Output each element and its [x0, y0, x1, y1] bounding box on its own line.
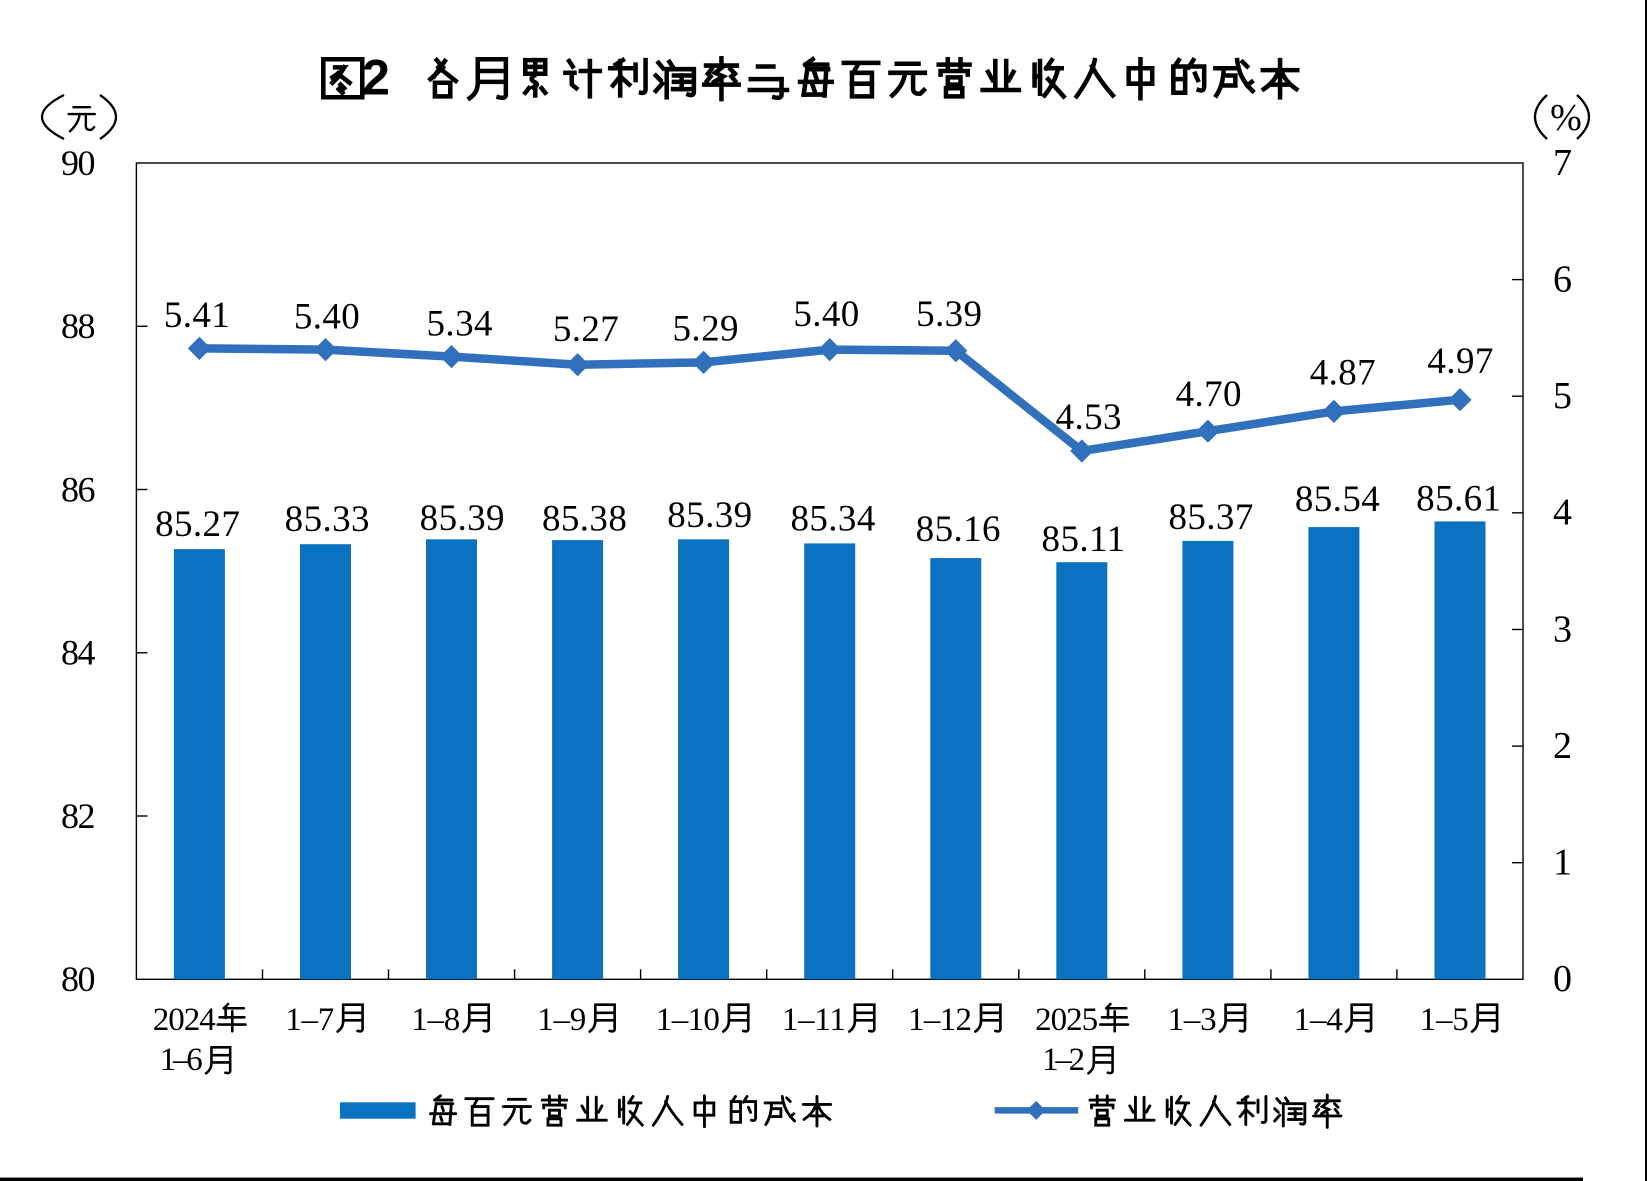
svg-text:86: 86 — [61, 469, 96, 509]
svg-text:85.37: 85.37 — [1168, 497, 1253, 538]
svg-text:4.70: 4.70 — [1176, 374, 1242, 415]
svg-text:85.38: 85.38 — [542, 499, 627, 540]
svg-text:%: % — [1550, 97, 1582, 139]
svg-text:2: 2 — [1553, 725, 1572, 767]
svg-text:80: 80 — [61, 959, 96, 999]
svg-text:85.61: 85.61 — [1416, 478, 1501, 519]
svg-text:85.39: 85.39 — [667, 495, 752, 536]
svg-text:84: 84 — [61, 633, 96, 673]
svg-text:85.16: 85.16 — [916, 509, 1001, 550]
svg-text:85.27: 85.27 — [155, 504, 240, 545]
svg-text:4.97: 4.97 — [1427, 341, 1493, 382]
svg-text:4.87: 4.87 — [1310, 352, 1376, 393]
svg-text:1–6: 1–6 — [160, 1042, 203, 1078]
svg-text:1–11: 1–11 — [782, 1002, 846, 1038]
svg-text:1–5: 1–5 — [1420, 1002, 1469, 1038]
svg-text:90: 90 — [61, 143, 96, 183]
svg-text:5.39: 5.39 — [916, 294, 982, 335]
svg-text:2024: 2024 — [153, 1002, 216, 1038]
svg-text:7: 7 — [1553, 142, 1572, 184]
svg-text:85.34: 85.34 — [790, 499, 875, 540]
svg-text:1–12: 1–12 — [908, 1002, 972, 1038]
svg-text:0: 0 — [1553, 958, 1572, 1000]
svg-text:4.53: 4.53 — [1056, 397, 1122, 438]
svg-text:3: 3 — [1553, 608, 1572, 650]
svg-text:6: 6 — [1553, 259, 1572, 301]
svg-text:5.41: 5.41 — [164, 295, 230, 336]
svg-text:85.39: 85.39 — [420, 498, 505, 539]
svg-text:5.34: 5.34 — [427, 304, 493, 345]
svg-text:2025: 2025 — [1035, 1002, 1098, 1038]
svg-text:1–2: 1–2 — [1042, 1042, 1085, 1078]
svg-text:5.40: 5.40 — [793, 294, 859, 335]
svg-text:82: 82 — [61, 796, 96, 836]
svg-text:88: 88 — [61, 306, 96, 346]
svg-text:1–8: 1–8 — [411, 1002, 460, 1038]
svg-text:5.29: 5.29 — [673, 308, 739, 349]
svg-text:5.40: 5.40 — [294, 297, 360, 338]
svg-text:5: 5 — [1553, 375, 1572, 417]
svg-text:1–3: 1–3 — [1168, 1002, 1217, 1038]
svg-text:1–7: 1–7 — [285, 1002, 334, 1038]
svg-text:85.33: 85.33 — [285, 499, 370, 540]
svg-text:2: 2 — [362, 50, 390, 106]
svg-text:85.11: 85.11 — [1042, 519, 1126, 560]
svg-text:1–10: 1–10 — [656, 1002, 720, 1038]
svg-text:4: 4 — [1553, 492, 1572, 534]
svg-text:1–9: 1–9 — [537, 1002, 586, 1038]
svg-text:1: 1 — [1553, 842, 1572, 884]
svg-text:1–4: 1–4 — [1294, 1002, 1343, 1038]
svg-text:5.27: 5.27 — [553, 309, 619, 350]
svg-text:85.54: 85.54 — [1295, 479, 1380, 520]
